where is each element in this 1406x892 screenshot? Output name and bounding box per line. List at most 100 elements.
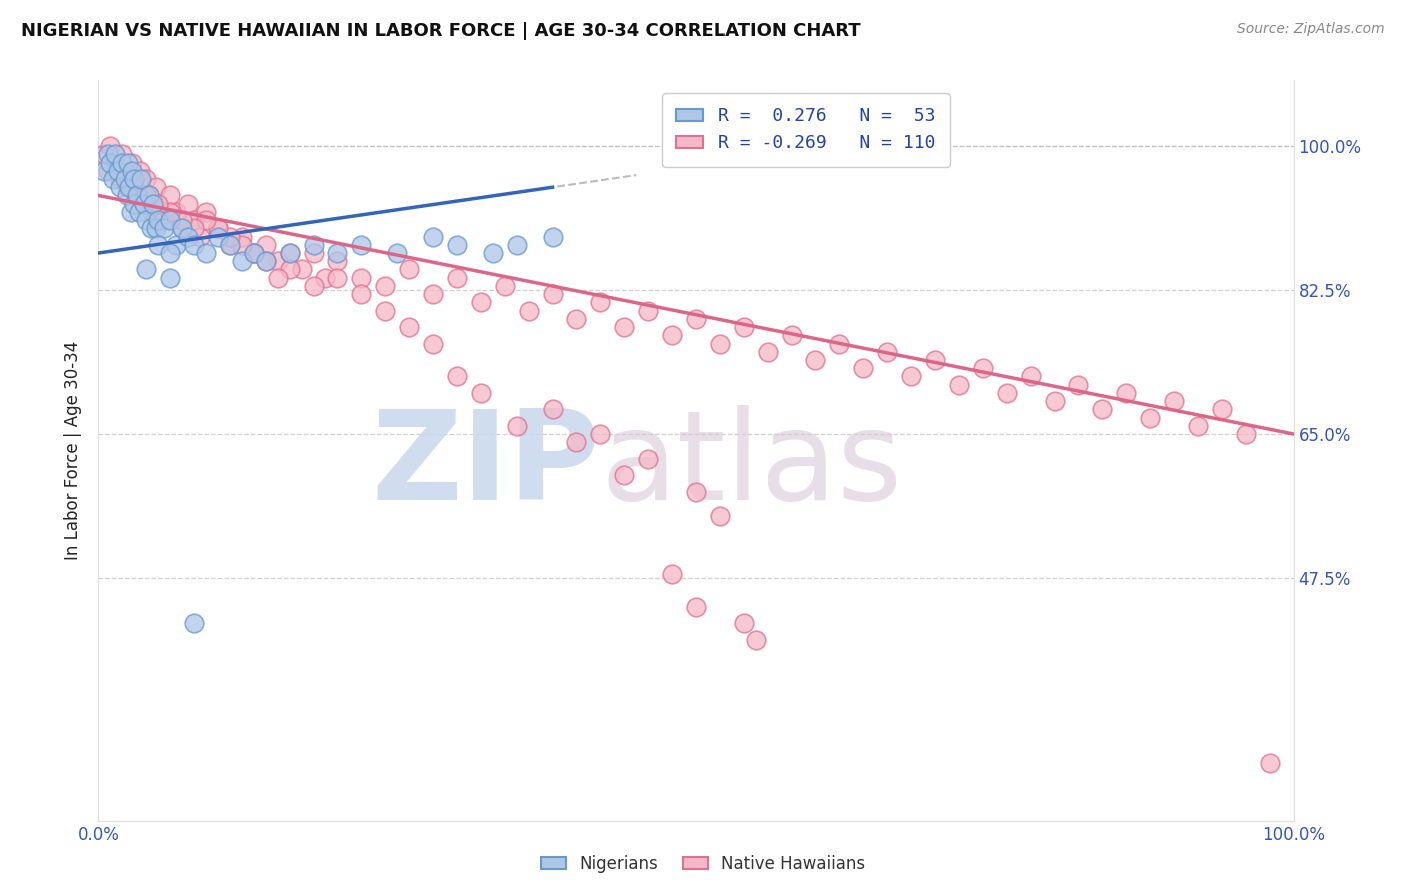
Point xyxy=(132,196,155,211)
Point xyxy=(1258,756,1281,770)
Point xyxy=(1043,394,1066,409)
Point xyxy=(114,172,136,186)
Legend: R =  0.276   N =  53, R = -0.269   N = 110: R = 0.276 N = 53, R = -0.269 N = 110 xyxy=(662,93,950,167)
Point xyxy=(105,155,128,169)
Point xyxy=(183,616,205,631)
Point xyxy=(93,163,115,178)
Point xyxy=(177,196,200,211)
Point xyxy=(267,270,290,285)
Point xyxy=(135,172,157,186)
Point xyxy=(219,229,242,244)
Point xyxy=(398,262,420,277)
Point xyxy=(733,616,755,631)
Point xyxy=(231,237,253,252)
Point xyxy=(1234,427,1257,442)
Text: Source: ZipAtlas.com: Source: ZipAtlas.com xyxy=(1237,22,1385,37)
Point xyxy=(159,270,181,285)
Point xyxy=(183,221,205,235)
Point xyxy=(422,287,444,301)
Point xyxy=(254,237,277,252)
Point xyxy=(125,188,148,202)
Point xyxy=(132,196,155,211)
Point xyxy=(129,163,152,178)
Point xyxy=(278,246,301,260)
Point xyxy=(114,163,136,178)
Point xyxy=(159,246,181,260)
Point xyxy=(135,213,157,227)
Point xyxy=(141,205,163,219)
Point xyxy=(118,180,141,194)
Point xyxy=(183,213,205,227)
Point xyxy=(145,180,167,194)
Point xyxy=(661,566,683,581)
Point xyxy=(159,205,181,219)
Point xyxy=(207,221,229,235)
Point xyxy=(517,303,540,318)
Point xyxy=(804,353,827,368)
Point xyxy=(302,279,325,293)
Point xyxy=(709,509,731,524)
Point xyxy=(780,328,803,343)
Point xyxy=(685,484,707,499)
Point xyxy=(900,369,922,384)
Point xyxy=(995,385,1018,400)
Point xyxy=(131,172,153,186)
Point xyxy=(541,402,564,417)
Point xyxy=(159,213,181,227)
Point xyxy=(565,311,588,326)
Point xyxy=(108,180,131,194)
Point xyxy=(565,435,588,450)
Point xyxy=(231,254,253,268)
Point xyxy=(506,418,529,433)
Point xyxy=(172,221,194,235)
Point xyxy=(470,295,492,310)
Point xyxy=(446,270,468,285)
Point xyxy=(481,246,505,260)
Point xyxy=(177,229,200,244)
Point xyxy=(315,270,337,285)
Point xyxy=(231,229,253,244)
Legend: Nigerians, Native Hawaiians: Nigerians, Native Hawaiians xyxy=(534,848,872,880)
Point xyxy=(98,155,122,169)
Point xyxy=(350,237,373,252)
Point xyxy=(374,303,396,318)
Point xyxy=(828,336,851,351)
Point xyxy=(254,254,277,268)
Point xyxy=(278,262,301,277)
Point xyxy=(139,221,162,235)
Point xyxy=(97,147,120,161)
Point xyxy=(398,320,420,334)
Point xyxy=(852,361,875,376)
Point xyxy=(128,205,150,219)
Point xyxy=(613,468,636,483)
Point xyxy=(948,377,970,392)
Point xyxy=(104,147,127,161)
Point xyxy=(108,172,131,186)
Point xyxy=(385,246,409,260)
Point xyxy=(107,163,129,178)
Text: atlas: atlas xyxy=(600,405,903,525)
Point xyxy=(243,246,266,260)
Point xyxy=(756,344,779,359)
Point xyxy=(165,205,187,219)
Point xyxy=(326,246,349,260)
Point xyxy=(207,229,229,244)
Point xyxy=(1139,410,1161,425)
Point xyxy=(709,336,731,351)
Point xyxy=(291,262,314,277)
Point xyxy=(219,237,242,252)
Point xyxy=(254,254,277,268)
Point xyxy=(125,188,148,202)
Point xyxy=(135,262,157,277)
Point xyxy=(138,188,160,202)
Point xyxy=(124,172,146,186)
Point xyxy=(207,221,229,235)
Y-axis label: In Labor Force | Age 30-34: In Labor Force | Age 30-34 xyxy=(63,341,82,560)
Point xyxy=(1067,377,1090,392)
Point xyxy=(148,237,170,252)
Point xyxy=(589,295,612,310)
Point xyxy=(733,320,755,334)
Point xyxy=(422,229,444,244)
Point xyxy=(876,344,898,359)
Point xyxy=(121,155,143,169)
